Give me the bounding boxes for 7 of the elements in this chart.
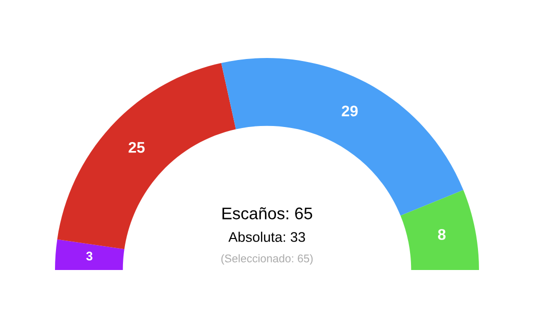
data-label: 8: [438, 229, 446, 240]
data-label: 25: [128, 142, 145, 153]
text: Absoluta: 33: [228, 232, 305, 242]
text: (Seleccionado: 65): [221, 254, 313, 265]
data-label: 3: [86, 252, 92, 260]
data-label: 29: [342, 106, 358, 116]
text: Escaños: 65: [222, 207, 312, 220]
